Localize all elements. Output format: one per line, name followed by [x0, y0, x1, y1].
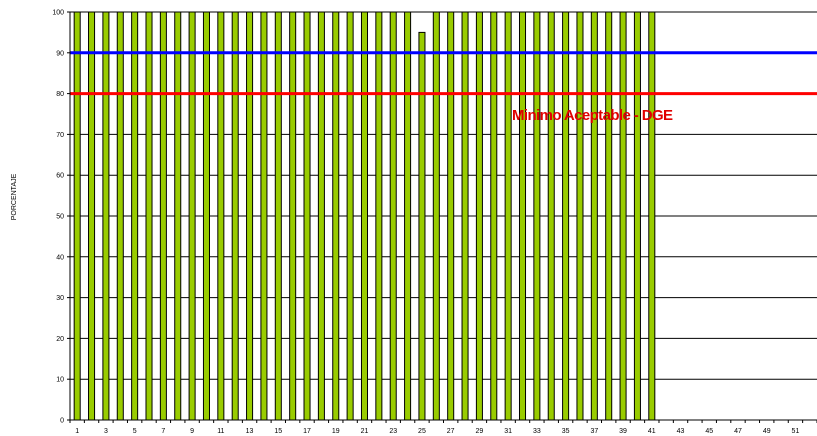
bar-20 — [346, 11, 354, 421]
bar-14 — [260, 11, 268, 421]
x-tick-label-9: 9 — [190, 428, 194, 435]
bar-29 — [475, 11, 483, 421]
y-tick-label-10: 10 — [56, 377, 64, 384]
bar-2 — [88, 11, 96, 421]
bar-34 — [547, 11, 555, 421]
x-tick-label-51: 51 — [792, 428, 800, 435]
bar-38 — [605, 11, 613, 421]
x-tick-label-35: 35 — [562, 428, 570, 435]
bar-30 — [490, 11, 498, 421]
y-tick-label-30: 30 — [56, 295, 64, 302]
y-tick-label-100: 100 — [52, 10, 64, 17]
bars — [73, 11, 656, 421]
bar-7 — [159, 11, 167, 421]
x-tick-label-25: 25 — [418, 428, 426, 435]
bar-9 — [188, 11, 196, 421]
x-tick-label-41: 41 — [648, 428, 656, 435]
annotation-minimo-aceptable: Minimo Aceptable - DGE — [512, 107, 673, 124]
y-tick-label-20: 20 — [56, 336, 64, 343]
bar-12 — [231, 11, 239, 421]
x-tick-label-37: 37 — [590, 428, 598, 435]
gridlines — [70, 11, 817, 421]
x-tick-label-31: 31 — [504, 428, 512, 435]
bar-16 — [289, 11, 297, 421]
x-tick-label-21: 21 — [361, 428, 369, 435]
bar-36 — [576, 11, 584, 421]
y-tick-labels: 0 10 20 30 40 50 60 70 80 90 100 — [52, 10, 64, 425]
x-tick-label-7: 7 — [161, 428, 165, 435]
x-tick-label-5: 5 — [133, 428, 137, 435]
bar-10 — [202, 11, 210, 421]
x-tick-label-27: 27 — [447, 428, 455, 435]
y-tick-label-40: 40 — [56, 254, 64, 261]
bar-39 — [619, 11, 627, 421]
bar-23 — [389, 11, 397, 421]
bar-40 — [633, 11, 641, 421]
x-tick-label-13: 13 — [246, 428, 254, 435]
bar-28 — [461, 11, 469, 421]
bar-41 — [648, 11, 656, 421]
x-tick-label-29: 29 — [476, 428, 484, 435]
x-tick-label-47: 47 — [734, 428, 742, 435]
y-tick-label-70: 70 — [56, 132, 64, 139]
bar-15 — [274, 11, 282, 421]
y-tick-label-60: 60 — [56, 173, 64, 180]
bar-26 — [432, 11, 440, 421]
x-tick-labels: 1 3 5 7 9 11 13 15 17 19 21 23 25 27 29 31 33 35 37 39 41 43 4… — [75, 428, 799, 435]
x-tick-label-3: 3 — [104, 428, 108, 435]
y-tick-label-90: 90 — [56, 50, 64, 57]
bar-13 — [246, 11, 254, 421]
x-tick-label-49: 49 — [763, 428, 771, 435]
bar-1 — [73, 11, 81, 421]
bar-22 — [375, 11, 383, 421]
bar-8 — [174, 11, 182, 421]
x-tick-label-1: 1 — [75, 428, 79, 435]
bar-21 — [360, 11, 369, 421]
bar-18 — [317, 11, 325, 421]
bar-32 — [518, 11, 527, 421]
bar-17 — [303, 11, 311, 421]
axes — [67, 11, 817, 423]
x-tick-label-15: 15 — [274, 428, 282, 435]
bar-27 — [447, 11, 455, 421]
y-axis-label: PORCENTAJE — [11, 173, 18, 220]
bar-11 — [217, 11, 225, 421]
x-tick-label-11: 11 — [217, 428, 224, 435]
bar-3 — [102, 11, 110, 421]
y-tick-label-50: 50 — [56, 214, 64, 221]
bar-25 — [418, 31, 426, 421]
bar-19 — [332, 11, 340, 421]
x-tick-label-43: 43 — [677, 428, 685, 435]
x-tick-label-39: 39 — [619, 428, 627, 435]
bar-35 — [562, 11, 570, 421]
bar-33 — [533, 11, 541, 421]
bar-37 — [590, 11, 598, 421]
y-tick-label-0: 0 — [60, 418, 64, 425]
y-tick-label-80: 80 — [56, 91, 64, 98]
bar-31 — [504, 11, 512, 421]
bar-6 — [145, 11, 153, 421]
bar-24 — [404, 11, 412, 421]
x-tick-label-17: 17 — [303, 428, 311, 435]
x-tick-label-23: 23 — [389, 428, 397, 435]
bar-5 — [131, 11, 139, 421]
x-tick-label-45: 45 — [705, 428, 713, 435]
reference-lines — [70, 51, 817, 96]
x-tick-label-19: 19 — [332, 428, 340, 435]
bar-4 — [116, 11, 124, 421]
x-tick-label-33: 33 — [533, 428, 541, 435]
